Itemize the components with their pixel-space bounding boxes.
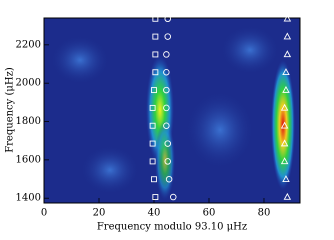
marker-square <box>149 122 156 129</box>
marker-triangle <box>283 14 292 22</box>
marker-square <box>152 69 159 76</box>
x-tick-label: 20 <box>93 208 106 219</box>
marker-triangle <box>283 50 292 58</box>
marker-circle <box>163 122 170 129</box>
marker-circle <box>169 193 177 201</box>
marker-circle <box>164 15 171 23</box>
x-tick-label: 60 <box>203 208 216 219</box>
marker-square <box>151 176 157 183</box>
marker-triangle <box>283 32 292 40</box>
plot-frame <box>43 17 301 204</box>
x-tick-label: 40 <box>148 208 161 219</box>
marker-square <box>152 33 159 40</box>
marker-square <box>149 140 156 147</box>
x-tick-label: 80 <box>258 208 271 219</box>
y-tick-label: 2200 <box>16 39 41 50</box>
marker-triangle <box>280 157 289 165</box>
marker-circle <box>164 33 171 40</box>
marker-circle <box>163 104 170 112</box>
y-tick-label: 1400 <box>16 193 41 204</box>
marker-circle <box>164 158 171 165</box>
marker-triangle <box>280 103 289 111</box>
marker-circle <box>165 175 173 183</box>
marker-square <box>151 87 157 94</box>
y-axis-label: Frequency (μHz) <box>5 67 16 153</box>
marker-triangle <box>280 121 289 129</box>
y-tick-label: 2000 <box>16 78 41 89</box>
marker-triangle <box>282 175 290 182</box>
y-tick-label: 1800 <box>16 116 41 127</box>
marker-triangle <box>280 139 289 147</box>
marker-square <box>152 194 159 201</box>
marker-circle <box>163 86 170 94</box>
marker-triangle <box>282 68 290 76</box>
marker-triangle <box>282 85 290 93</box>
y-tick-label: 1600 <box>16 154 41 165</box>
heatmap <box>44 18 300 203</box>
marker-circle <box>164 140 171 147</box>
marker-triangle <box>283 192 292 200</box>
marker-square <box>149 158 156 165</box>
marker-square <box>149 104 156 111</box>
x-axis-label: Frequency modulo 93.10 μHz <box>97 222 247 233</box>
marker-circle <box>163 51 170 58</box>
marker-circle <box>163 69 170 76</box>
x-tick-label: 0 <box>41 208 47 219</box>
marker-square <box>152 15 159 22</box>
marker-square <box>152 51 159 58</box>
